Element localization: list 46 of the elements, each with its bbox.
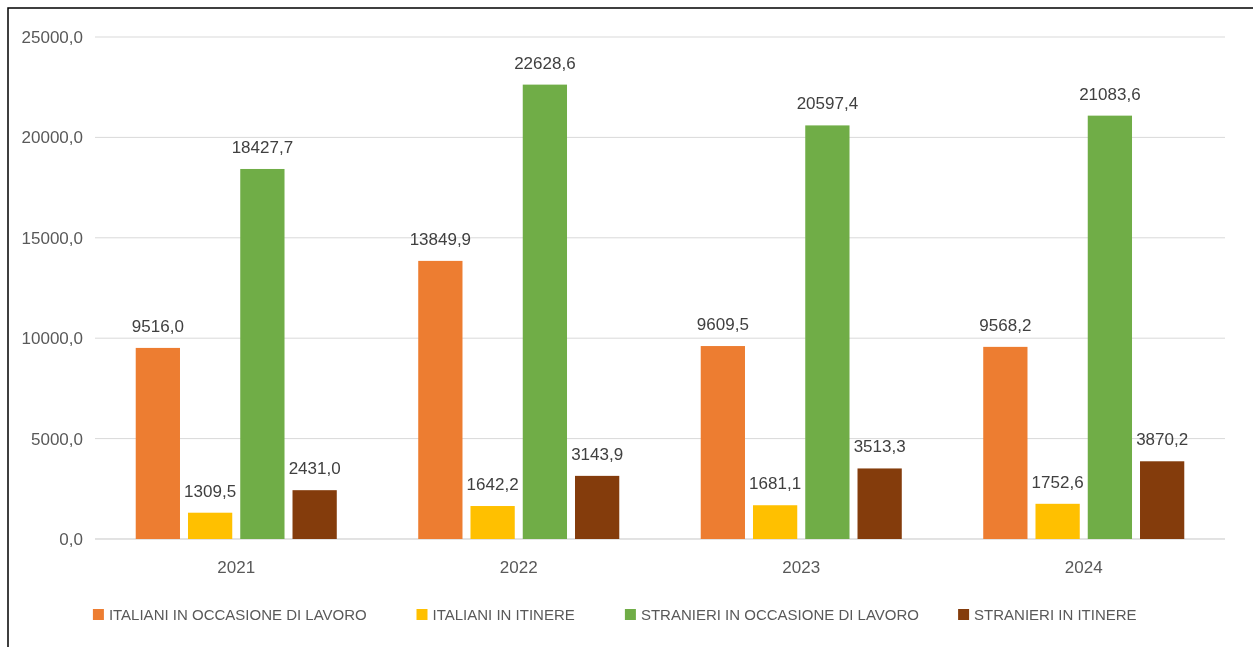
x-tick-label: 2023 <box>782 558 821 577</box>
data-label: 18427,7 <box>231 137 294 157</box>
y-tick-label: 25000,0 <box>21 27 83 47</box>
bar <box>1140 461 1185 539</box>
data-label: 1752,6 <box>1031 472 1084 492</box>
data-label: 20597,4 <box>796 94 859 114</box>
data-label: 22628,6 <box>514 53 576 73</box>
legend-label: ITALIANI IN OCCASIONE DI LAVORO <box>108 606 367 624</box>
bar <box>292 490 337 539</box>
bar <box>752 505 798 539</box>
bar <box>135 347 180 539</box>
bar <box>240 168 285 539</box>
y-tick-label: 20000,0 <box>21 128 83 148</box>
x-tick-label: 2021 <box>217 558 256 577</box>
bar <box>522 84 568 539</box>
y-tick-label: 15000,0 <box>21 228 83 248</box>
x-tick-label: 2022 <box>499 558 538 577</box>
data-label: 21083,6 <box>1079 84 1141 104</box>
legend-label: ITALIANI IN ITINERE <box>432 606 575 624</box>
data-label: 9516,0 <box>131 316 184 336</box>
bar <box>805 125 850 539</box>
data-label: 9609,5 <box>696 315 749 335</box>
data-label: 3870,2 <box>1136 430 1189 450</box>
bar <box>1087 115 1133 539</box>
bar <box>187 512 233 539</box>
legend-label: STRANIERI IN ITINERE <box>974 606 1137 624</box>
bar <box>418 260 463 539</box>
data-label: 1642,2 <box>466 475 519 495</box>
x-tick-label: 2024 <box>1064 558 1103 577</box>
bar <box>983 346 1028 539</box>
bar <box>857 468 902 539</box>
data-label: 2431,0 <box>288 459 341 479</box>
bar <box>1035 503 1080 539</box>
y-tick-label: 10000,0 <box>21 329 83 349</box>
data-label: 9568,2 <box>979 315 1032 335</box>
data-label: 3143,9 <box>571 444 624 464</box>
y-tick-label: 0,0 <box>59 529 83 549</box>
legend-label: STRANIERI IN OCCASIONE DI LAVORO <box>640 606 920 624</box>
y-tick-label: 5000,0 <box>31 429 83 449</box>
data-label: 1681,1 <box>749 474 802 494</box>
data-label: 1309,5 <box>184 481 237 501</box>
bar <box>470 506 515 539</box>
bar <box>700 346 745 539</box>
bar <box>575 475 620 539</box>
data-label: 13849,9 <box>409 229 472 249</box>
data-label: 3513,3 <box>853 437 906 457</box>
